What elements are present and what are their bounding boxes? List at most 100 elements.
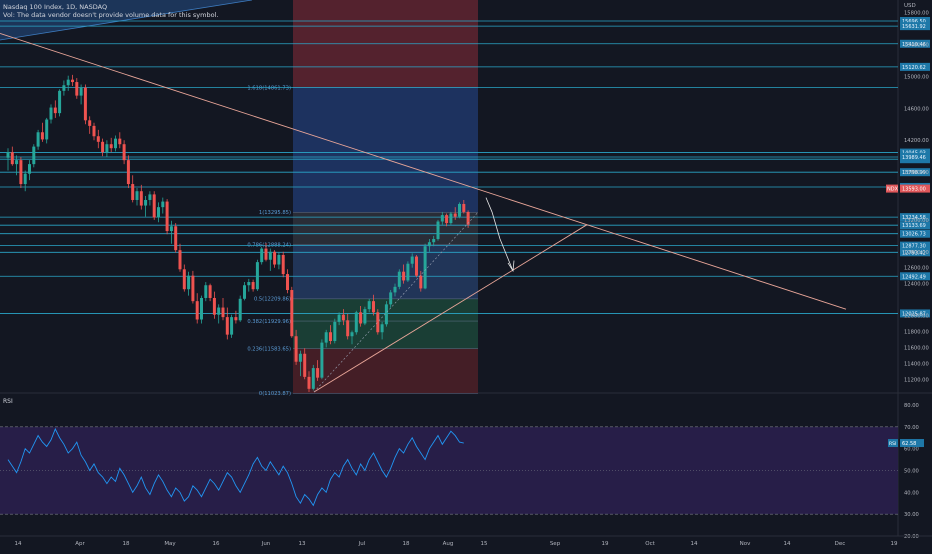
last-price-symbol: NDX — [887, 187, 899, 193]
candle-body — [212, 297, 216, 315]
level-price-label: 13133.69 — [902, 223, 926, 229]
candle-body — [191, 275, 195, 302]
candle-body — [15, 160, 19, 165]
candle-body — [28, 164, 31, 174]
candle-body — [359, 312, 363, 324]
candle-body — [6, 152, 10, 158]
candle-body — [118, 138, 122, 145]
level-price-tag — [900, 213, 930, 222]
price-tick-label: 15400.00 — [904, 43, 929, 49]
level-price-label: 12492.49 — [902, 274, 926, 280]
candle-body — [83, 87, 87, 121]
candle-body — [393, 286, 397, 293]
level-price-tag — [900, 168, 930, 177]
candle-body — [311, 368, 315, 389]
level-price-tag — [900, 272, 930, 281]
candle-body — [101, 141, 105, 153]
candle-body — [286, 274, 289, 291]
candle-body — [307, 376, 311, 389]
time-tick-label: 19 — [602, 541, 609, 547]
candle-body — [384, 304, 388, 325]
candle-body — [273, 251, 277, 265]
time-tick-label: May — [164, 541, 176, 547]
candle-body — [303, 353, 307, 377]
rsi-tick-label: 30.00 — [904, 512, 919, 518]
last-price-symbol-tag — [886, 184, 898, 193]
time-tick-label: Oct — [645, 541, 655, 547]
fib-label-0.382: 0.382(11929.96) — [247, 319, 291, 325]
candle-body — [363, 309, 367, 324]
rsi-line — [7, 427, 464, 507]
candle-body — [423, 246, 427, 289]
level-price-label: 15631.92 — [902, 24, 926, 30]
candle-body — [402, 271, 406, 281]
level-price-label: 13989.46 — [902, 155, 926, 161]
level-price-tag — [900, 62, 930, 71]
candle-body — [372, 301, 375, 313]
candle-body — [71, 79, 74, 83]
candle-body — [260, 248, 264, 263]
level-price-label: 12025.87 — [902, 311, 926, 317]
price-tick-label: 13800.00 — [904, 170, 929, 176]
level-price-label: 13798.99 — [902, 170, 926, 176]
rsi-value-tag — [900, 439, 924, 448]
rsi-tick-label: 60.00 — [904, 447, 919, 453]
candle-body — [10, 152, 14, 165]
price-tick-label: 12000.00 — [904, 314, 929, 320]
candle-body — [238, 298, 242, 321]
candle-body — [62, 85, 66, 91]
fib-label-1: 1(13295.85) — [259, 210, 291, 216]
candle-body — [195, 301, 199, 320]
candle-body — [449, 213, 453, 224]
rsi-tick-label: 20.00 — [904, 534, 919, 540]
candle-body — [427, 242, 431, 247]
candle-body — [346, 320, 350, 337]
price-tick-label: 12400.00 — [904, 282, 929, 288]
fib-zone-blue-lower — [293, 244, 478, 299]
time-tick-label: 18 — [123, 541, 130, 547]
candle-body — [367, 301, 371, 310]
time-tick-label: 19 — [891, 541, 898, 547]
price-tick-label: 11600.00 — [904, 345, 929, 351]
level-price-label: 13234.58 — [902, 215, 926, 221]
time-tick-label: Jun — [261, 541, 271, 547]
candle-body — [406, 263, 410, 281]
rsi-symbol: RSI — [889, 441, 896, 447]
candle-body — [135, 191, 139, 200]
candle-body — [294, 336, 298, 362]
candle-body — [462, 203, 466, 212]
candle-body — [389, 292, 393, 305]
candle-body — [436, 221, 440, 240]
level-price-tag — [900, 229, 930, 238]
level-price-tag — [900, 16, 930, 25]
candle-body — [182, 269, 186, 290]
rsi-tick-label: 50.00 — [904, 469, 919, 475]
level-price-tag — [900, 153, 930, 162]
last-price-tag — [900, 184, 930, 193]
time-tick-label: 13 — [299, 541, 306, 547]
candle-body — [234, 317, 238, 321]
price-tick-label: 15000.00 — [904, 74, 929, 80]
candle-body — [88, 120, 92, 126]
candle-body — [466, 211, 470, 225]
channel-dashed-line — [313, 212, 479, 393]
candle-body — [354, 312, 358, 333]
candle-body — [458, 203, 461, 217]
price-tick-label: 13200.00 — [904, 218, 929, 224]
projection-arrow — [485, 197, 514, 272]
time-tick-label: 15 — [481, 541, 488, 547]
candle-body — [419, 275, 423, 289]
fib-label-0: 0(11023.87) — [259, 391, 291, 397]
candle-body — [324, 332, 328, 343]
candle-body — [316, 368, 320, 378]
candle-body — [380, 324, 384, 333]
candle-body — [187, 275, 191, 290]
fib-label-0.236: 0.236(11583.65) — [247, 346, 291, 352]
candle-body — [277, 254, 281, 265]
candle-body — [139, 191, 143, 206]
candle-body — [36, 132, 40, 147]
rsi-tick-label: 80.00 — [904, 403, 919, 409]
candle-body — [298, 353, 302, 362]
